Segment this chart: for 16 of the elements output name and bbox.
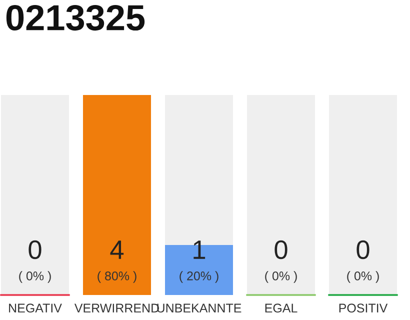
chart-title: 0213325	[6, 4, 145, 31]
annotation: 0	[28, 240, 42, 260]
data-label: ( 0% )	[19, 271, 51, 283]
data-label: ( 0% )	[347, 271, 379, 283]
x-tick-label: POSITIV	[339, 304, 388, 313]
x-tick-label: UNBEKANNTE	[157, 304, 242, 313]
annotation: 0	[356, 240, 370, 260]
x-tick-label: EGAL	[265, 304, 298, 313]
annotation: 1	[194, 240, 206, 259]
annotation: 0	[274, 240, 288, 260]
data-label: ( 20% )	[180, 271, 218, 283]
x-tick-label: NEGATIV	[9, 304, 62, 313]
x-tick-label: VERWIRREND	[74, 304, 159, 312]
annotation: 4	[110, 240, 124, 259]
data-label: ( 80% )	[98, 271, 136, 283]
data-label: ( 0% )	[265, 271, 297, 283]
